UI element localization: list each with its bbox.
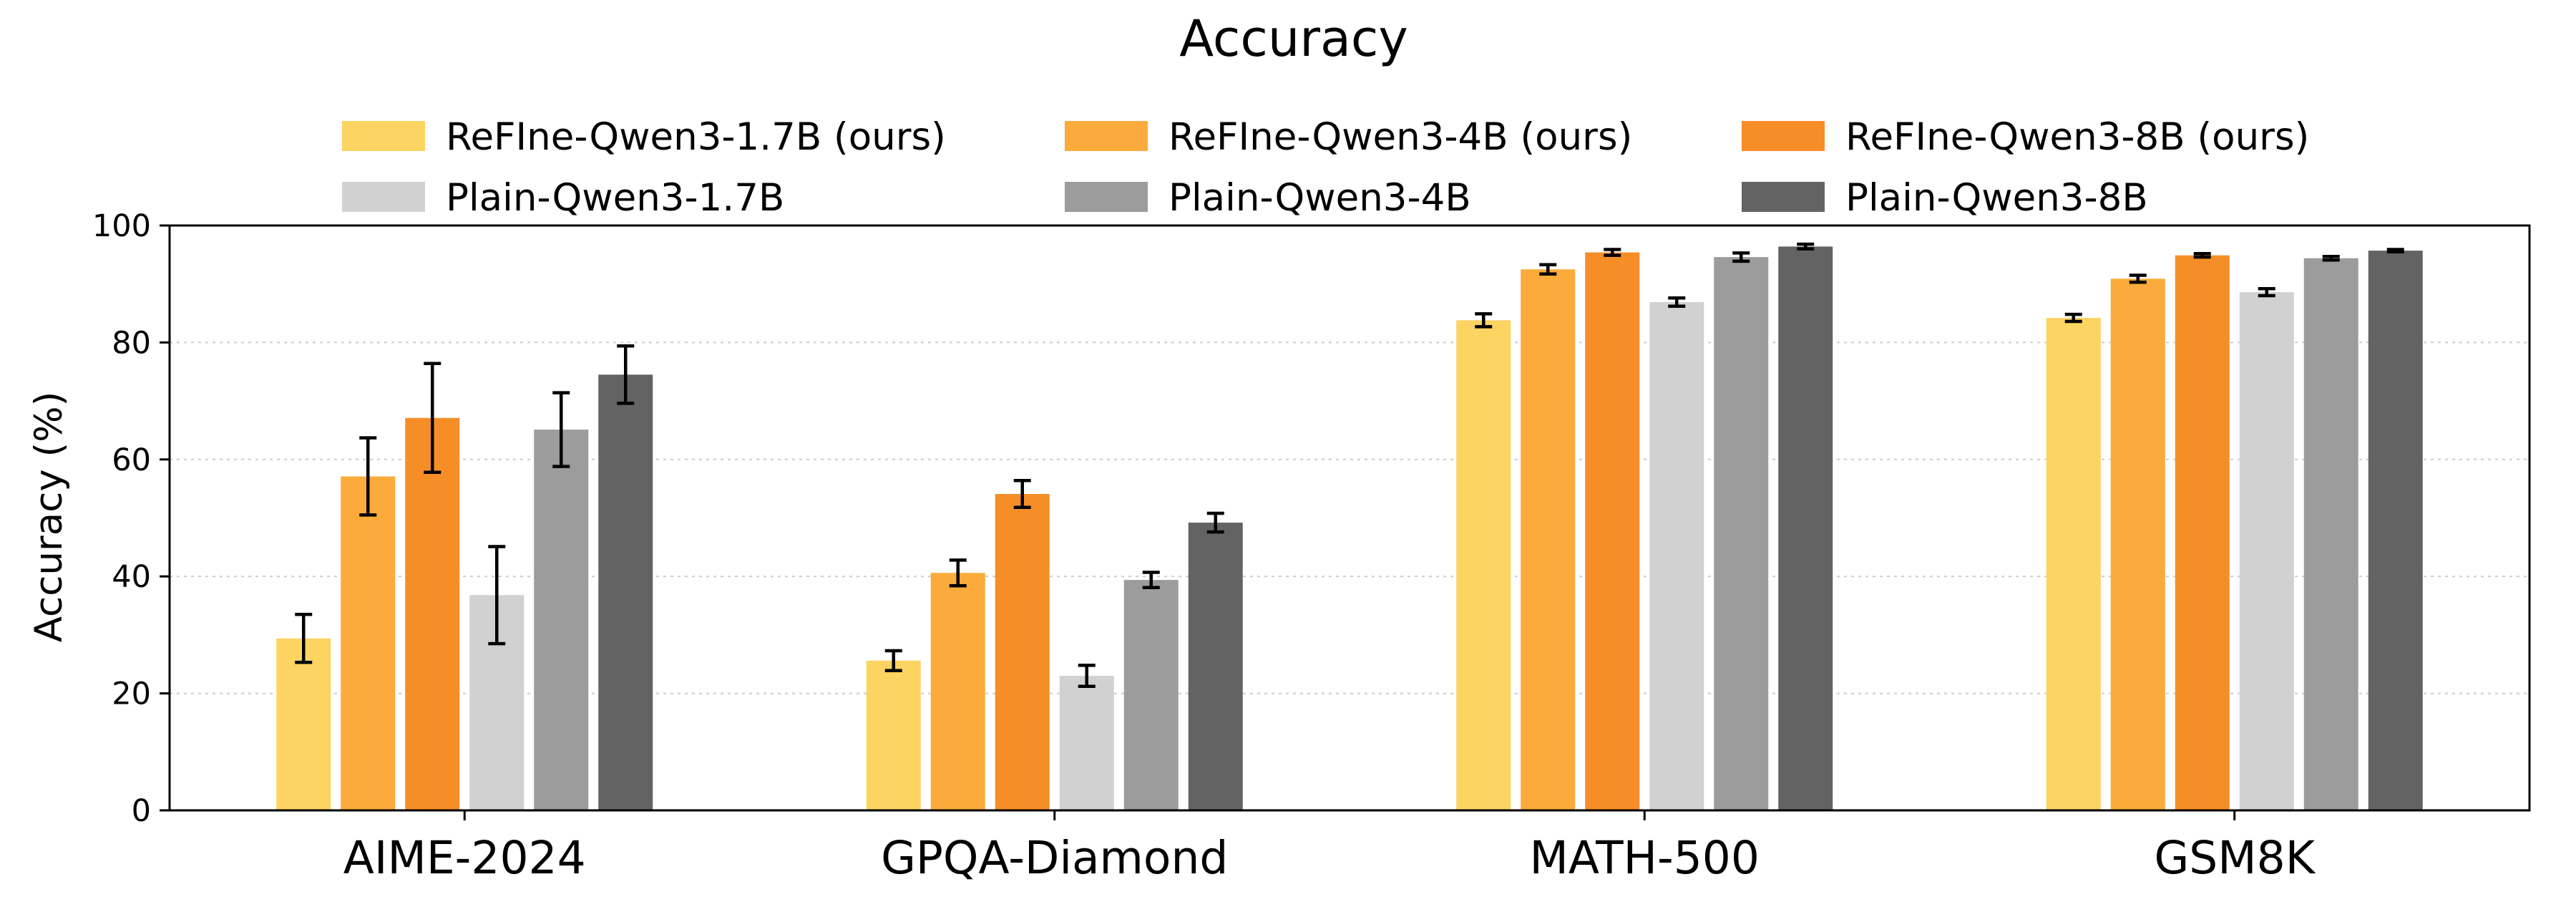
y-tick-label: 100 bbox=[92, 208, 151, 244]
bar-1-1 bbox=[276, 638, 331, 810]
legend-label-4: Plain-Qwen3-1.7B bbox=[446, 176, 784, 220]
bar-5-1 bbox=[534, 430, 589, 810]
legend-label-5: Plain-Qwen3-4B bbox=[1169, 176, 1471, 220]
y-axis-label: Accuracy (%) bbox=[27, 392, 71, 643]
bar-2-3 bbox=[1521, 269, 1576, 810]
bar-5-3 bbox=[1714, 257, 1769, 810]
legend-label-1: ReFIne-Qwen3-1.7B (ours) bbox=[446, 115, 946, 159]
bar-3-2 bbox=[995, 494, 1050, 810]
legend-swatch-3 bbox=[1742, 121, 1825, 151]
legend-swatch-4 bbox=[342, 182, 425, 212]
bar-3-3 bbox=[1585, 252, 1640, 810]
x-tick-label: MATH-500 bbox=[1530, 832, 1760, 884]
x-tick-label: AIME-2024 bbox=[343, 832, 586, 884]
legend-label-2: ReFIne-Qwen3-4B (ours) bbox=[1169, 115, 1632, 159]
y-tick-label: 40 bbox=[112, 559, 151, 595]
legend-label-3: ReFIne-Qwen3-8B (ours) bbox=[1845, 115, 2309, 159]
bar-4-2 bbox=[1059, 676, 1114, 810]
legend: ReFIne-Qwen3-1.7B (ours) ReFIne-Qwen3-4B … bbox=[342, 115, 2309, 220]
x-axis: AIME-2024 GPQA-Diamond MATH-500 GSM8K bbox=[343, 810, 2316, 884]
y-tick-label: 20 bbox=[112, 676, 151, 712]
bar-6-3 bbox=[1778, 246, 1833, 810]
bar-6-2 bbox=[1188, 523, 1243, 810]
plot-frame bbox=[168, 224, 2531, 812]
legend-swatch-2 bbox=[1065, 121, 1148, 151]
bar-4-3 bbox=[1649, 302, 1704, 811]
legend-swatch-5 bbox=[1065, 182, 1148, 212]
y-tick-label: 60 bbox=[112, 442, 151, 478]
bar-5-2 bbox=[1123, 580, 1179, 810]
y-tick-label: 80 bbox=[112, 325, 151, 361]
bar-1-2 bbox=[866, 660, 921, 810]
y-tick-label: 0 bbox=[132, 793, 151, 829]
bar-1-4 bbox=[2046, 318, 2101, 810]
bar-5-4 bbox=[2303, 258, 2358, 810]
bar-6-4 bbox=[2368, 251, 2423, 811]
x-tick-label: GPQA-Diamond bbox=[881, 832, 1228, 884]
legend-swatch-6 bbox=[1742, 182, 1825, 212]
bar-2-1 bbox=[341, 476, 396, 810]
bar-6-1 bbox=[598, 374, 653, 810]
bar-2-2 bbox=[930, 573, 985, 810]
bar-1-3 bbox=[1456, 320, 1511, 810]
error-bars bbox=[295, 242, 2404, 689]
bar-2-4 bbox=[2110, 278, 2165, 810]
bar-4-4 bbox=[2239, 292, 2294, 810]
legend-label-6: Plain-Qwen3-8B bbox=[1845, 176, 2148, 220]
legend-swatch-1 bbox=[342, 121, 425, 151]
y-axis: 0 20 40 60 80 100 bbox=[92, 208, 170, 829]
bar-3-1 bbox=[405, 417, 460, 810]
bar-3-4 bbox=[2175, 255, 2230, 810]
bars bbox=[276, 246, 2423, 811]
chart-title: Accuracy bbox=[1179, 9, 1408, 68]
x-tick-label: GSM8K bbox=[2154, 832, 2316, 884]
